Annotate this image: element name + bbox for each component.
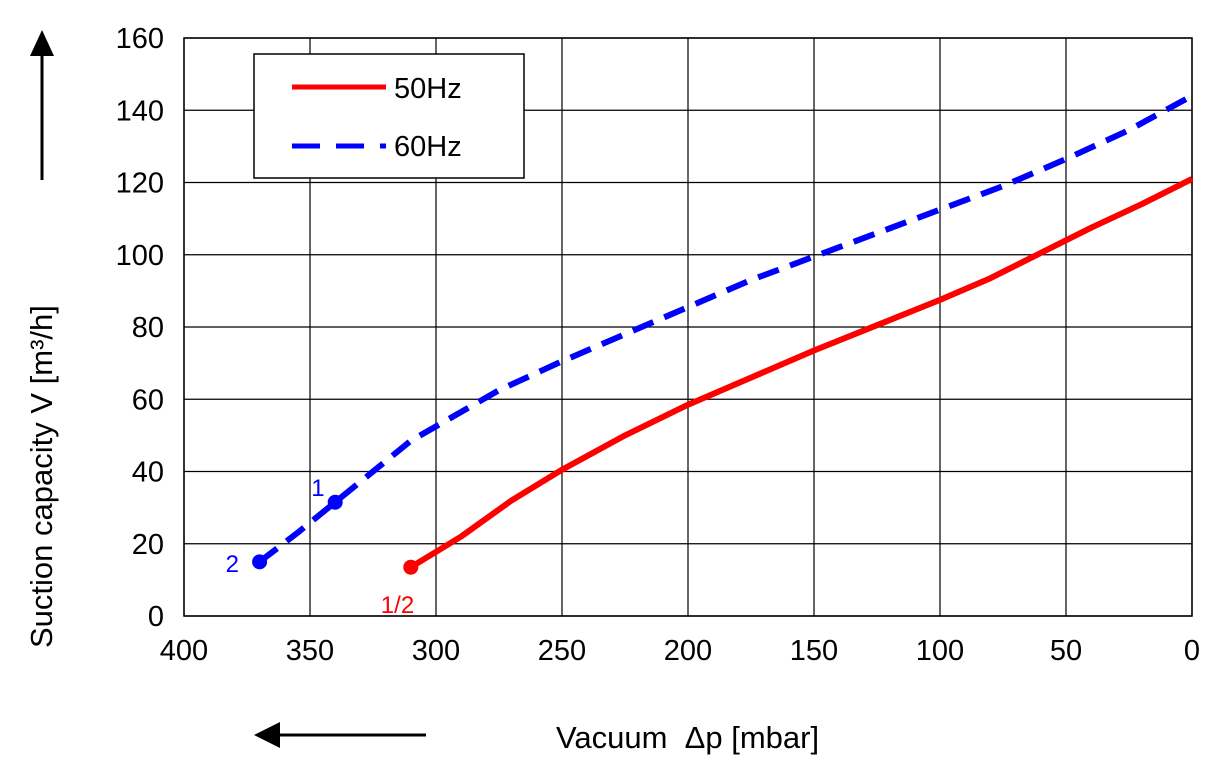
y-tick-label: 40 xyxy=(132,457,164,489)
legend: 50Hz 60Hz xyxy=(253,53,525,179)
x-tick-label: 250 xyxy=(538,635,586,667)
annotations: 1 2 1/2 xyxy=(226,475,419,619)
tick-labels: 400 350 300 250 200 150 100 50 0 0 20 40 60 80 100 120 1… xyxy=(116,23,1200,667)
legend-label-60hz: 60Hz xyxy=(394,131,462,163)
legend-box xyxy=(253,53,525,179)
y-tick-label: 120 xyxy=(116,168,164,200)
y-axis-arrow-icon xyxy=(30,30,54,56)
series-lines xyxy=(257,93,1194,570)
x-tick-label: 0 xyxy=(1184,635,1200,667)
y-axis-title-group: Suction capacity V [m³/h] xyxy=(24,30,59,648)
legend-label-50hz: 50Hz xyxy=(394,73,462,105)
y-tick-label: 60 xyxy=(132,384,164,416)
y-tick-label: 20 xyxy=(132,529,164,561)
annotation-marker xyxy=(252,554,268,570)
x-tick-label: 50 xyxy=(1050,635,1082,667)
y-tick-label: 80 xyxy=(132,312,164,344)
x-tick-label: 300 xyxy=(412,635,460,667)
plot-frame xyxy=(183,37,1193,617)
annotation-marker xyxy=(327,494,343,510)
x-axis-title: Vacuum Δp [mbar] xyxy=(556,720,819,755)
annotation-marker xyxy=(403,559,419,575)
y-tick-label: 100 xyxy=(116,240,164,272)
x-axis-title-group: Vacuum Δp [mbar] xyxy=(254,720,819,755)
x-tick-label: 100 xyxy=(916,635,964,667)
series-line-60hz xyxy=(257,93,1194,565)
annotation-label: 2 xyxy=(226,551,239,578)
y-tick-label: 160 xyxy=(116,23,164,55)
y-tick-label: 0 xyxy=(148,601,164,633)
series-line-50hz xyxy=(409,176,1194,570)
y-axis-title: Suction capacity V [m³/h] xyxy=(24,305,59,648)
x-axis-arrow-icon xyxy=(254,722,280,748)
x-tick-label: 400 xyxy=(160,635,208,667)
annotation-label: 1/2 xyxy=(381,592,414,619)
plot-area-border xyxy=(183,37,1193,617)
x-tick-label: 150 xyxy=(790,635,838,667)
y-tick-label: 140 xyxy=(116,95,164,127)
x-tick-label: 350 xyxy=(286,635,334,667)
annotation-label: 1 xyxy=(311,475,324,502)
x-tick-label: 200 xyxy=(664,635,712,667)
